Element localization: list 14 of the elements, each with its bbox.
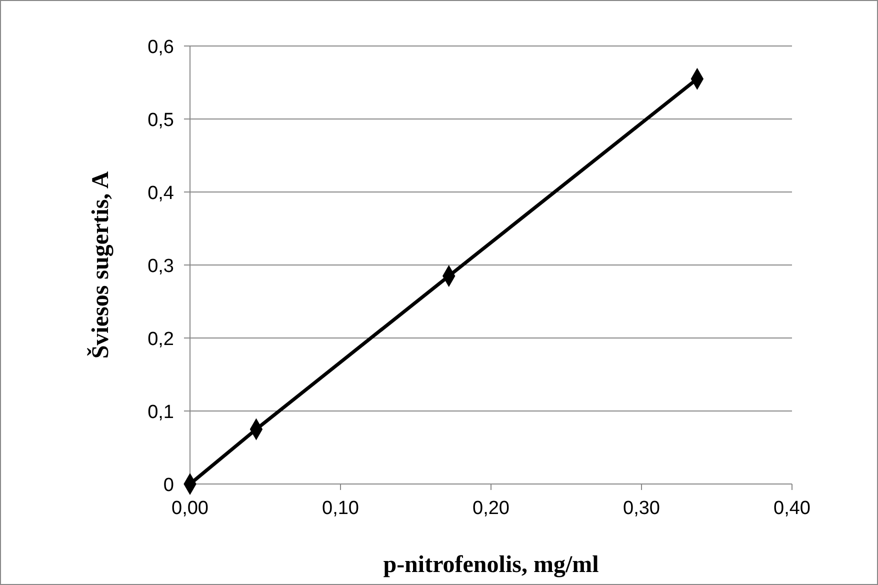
x-axis-title: p-nitrofenolis, mg/ml <box>383 552 600 578</box>
x-tick-label: 0,40 <box>774 498 810 519</box>
y-tick-label: 0 <box>163 475 174 496</box>
x-tick-label: 0,20 <box>472 498 510 519</box>
x-tick-label: 0,00 <box>172 498 208 519</box>
y-tick-label: 0,3 <box>148 256 174 277</box>
y-tick-label: 0,2 <box>148 329 174 350</box>
y-tick-label: 0,6 <box>148 37 174 58</box>
x-tick-label: 0,10 <box>322 498 359 519</box>
y-tick-label: 0,5 <box>148 110 174 131</box>
y-axis-title: Šviesos sugertis, A <box>87 170 114 359</box>
y-tick-label: 0,1 <box>148 402 174 423</box>
y-tick-label: 0,4 <box>148 183 174 204</box>
x-tick-label: 0,30 <box>623 498 660 519</box>
